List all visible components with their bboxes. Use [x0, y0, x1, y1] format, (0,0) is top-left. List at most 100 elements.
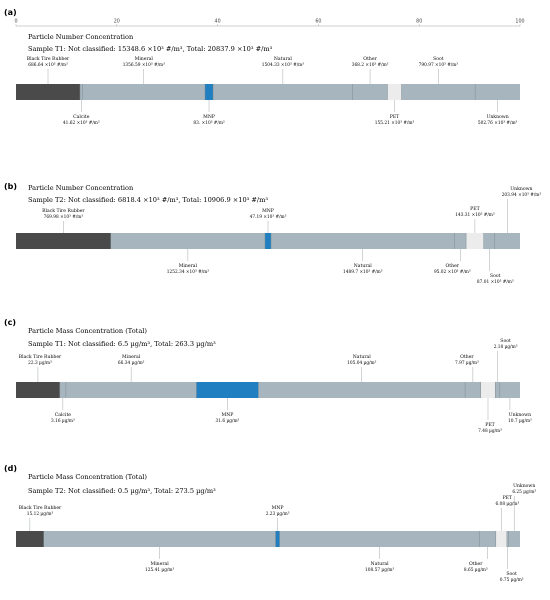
panel-a: (a) Particle Number Concentration Sample T… — [4, 8, 520, 126]
axis-tick-label: 0 — [14, 19, 17, 25]
segment-value: 6.08 µg/m³ — [495, 501, 519, 507]
segment-value: 66.34 µg/m³ — [118, 360, 145, 366]
segment-value: 83. ×10³ #/m³ — [193, 120, 224, 126]
segment-value: 502.76 ×10³ #/m³ — [478, 120, 518, 126]
top-percent-axis: 0 20 40 60 80 100 — [14, 19, 525, 27]
segment-label: PET — [470, 206, 480, 212]
segment-value: 2.23 µg/m³ — [266, 511, 290, 517]
axis-tick-label: 80 — [416, 19, 422, 25]
segment-value: 125.41 µg/m³ — [145, 567, 174, 573]
segment-label: Mineral — [122, 354, 141, 360]
bar-segment-other — [479, 531, 496, 547]
bar-segment-other — [352, 84, 388, 100]
segment-label: Natural — [371, 561, 389, 567]
segment-value: 108.57 µg/m³ — [365, 567, 394, 573]
segment-value: 41.62 ×10³ #/m³ — [63, 120, 100, 126]
bar-segment-calcite — [59, 382, 66, 398]
segment-label: Unknown — [513, 483, 535, 489]
bar-segment-natural — [279, 531, 480, 547]
segment-value: 7.97 µg/m³ — [455, 360, 479, 366]
segment-value: 769.98 ×10³ #/m³ — [44, 214, 84, 220]
segment-label: PET — [485, 422, 495, 428]
bar-segment-unknown — [475, 84, 520, 100]
panel-d: (d) Particle Mass Concentration (Total) Sa… — [4, 464, 536, 583]
bar-segment-mnp — [205, 84, 214, 100]
segment-value: 1504.33 ×10³ #/m³ — [262, 62, 304, 68]
segment-label: Black Tire Rubber — [19, 505, 62, 511]
segment-label: Calcite — [73, 114, 90, 120]
panel-letter: (c) — [4, 318, 16, 327]
segment-value: 686.64 ×10³ #/m³ — [28, 62, 68, 68]
panel-title: Particle Mass Concentration (Total) — [28, 473, 147, 481]
segment-value: 105.04 µg/m³ — [347, 360, 376, 366]
bar-segment-black-tire-rubber — [16, 233, 111, 249]
segment-label: MNP — [222, 412, 234, 418]
segment-label: Calcite — [55, 412, 72, 418]
segment-label: Unknown — [510, 186, 532, 192]
segment-label: Natural — [354, 263, 372, 269]
segment-value: 1252.34 ×10³ #/m³ — [167, 269, 209, 275]
bar-segment-unknown — [508, 531, 520, 547]
segment-label: Mineral — [135, 56, 154, 62]
panel-b: (b) Particle Number Concentration Sample T… — [4, 182, 541, 285]
segment-value: 1489.7 ×10³ #/m³ — [343, 269, 383, 275]
axis-tick-label: 100 — [515, 19, 524, 25]
segment-value: 1356.59 ×10³ #/m³ — [123, 62, 165, 68]
segment-value: 31.6 µg/m³ — [216, 418, 240, 424]
segment-label: PET — [390, 114, 400, 120]
bar-segment-soot — [495, 382, 500, 398]
bar-segment-soot — [506, 531, 509, 547]
segment-label: Soot — [500, 338, 511, 344]
segment-value: 3.16 µg/m³ — [51, 418, 75, 424]
segment-label: Soot — [490, 273, 501, 279]
segment-label: Black Tire Rubber — [27, 56, 70, 62]
bar-segment-pet — [495, 531, 507, 547]
segment-value: 8.65 µg/m³ — [464, 567, 488, 573]
panel-title: Particle Number Concentration — [28, 184, 134, 192]
bar-segment-unknown — [499, 382, 520, 398]
axis-tick-label: 40 — [215, 19, 221, 25]
panel-subtitle: Sample T2: Not classified: 6818.4 ×10³ #… — [28, 196, 268, 204]
segment-value: 10.7 µg/m³ — [508, 418, 532, 424]
bar-segment-natural — [271, 233, 455, 249]
segment-label: Mineral — [179, 263, 198, 269]
segment-label: Natural — [353, 354, 371, 360]
panel-letter: (a) — [4, 8, 17, 17]
bar-segment-natural — [213, 84, 353, 100]
segment-value: 95.02 ×10³ #/m³ — [434, 269, 471, 275]
segment-label: Other — [469, 561, 483, 567]
segment-value: 203.94 ×10³ #/m³ — [502, 192, 542, 198]
bar-segment-mineral — [82, 84, 205, 100]
segment-value: 790.97 ×10³ #/m³ — [419, 62, 459, 68]
bar-segment-other — [465, 382, 481, 398]
segment-value: 155.21 ×10³ #/m³ — [375, 120, 415, 126]
bar-segment-other — [454, 233, 467, 249]
bar-segment-pet — [466, 233, 484, 249]
bar-segment-calcite — [80, 84, 83, 100]
bar-segment-mineral — [43, 531, 276, 547]
bar-segment-natural — [258, 382, 466, 398]
segment-value: 22.3 µg/m³ — [28, 360, 52, 366]
bar-segment-unknown — [494, 233, 520, 249]
panel-subtitle: Sample T1: Not classified: 15348.6 ×10³ … — [28, 45, 273, 53]
bar-segment-mineral — [110, 233, 265, 249]
segment-label: MNP — [203, 114, 215, 120]
segment-label: Other — [363, 56, 377, 62]
bar-segment-mnp — [275, 531, 280, 547]
bar-segment-mineral — [65, 382, 197, 398]
panel-title: Particle Number Concentration — [28, 33, 134, 41]
panel-letter: (b) — [4, 182, 17, 191]
panel-c: (c) Particle Mass Concentration (Total) Sa… — [4, 318, 532, 434]
segment-label: Other — [446, 263, 460, 269]
panel-subtitle: Sample T1: Not classified: 6.5 µg/m³, To… — [28, 340, 216, 348]
segment-value: 87.01 ×10³ #/m³ — [477, 279, 514, 285]
segment-value: 6.25 µg/m³ — [512, 489, 536, 495]
bar-segment-soot — [483, 233, 495, 249]
segment-value: 0.75 µg/m³ — [500, 577, 524, 583]
segment-label: Unknown — [486, 114, 508, 120]
segment-label: Unknown — [509, 412, 531, 418]
segment-value: 368.2 ×10³ #/m³ — [352, 62, 389, 68]
axis-tick-label: 60 — [315, 19, 321, 25]
axis-tick-label: 20 — [114, 19, 120, 25]
